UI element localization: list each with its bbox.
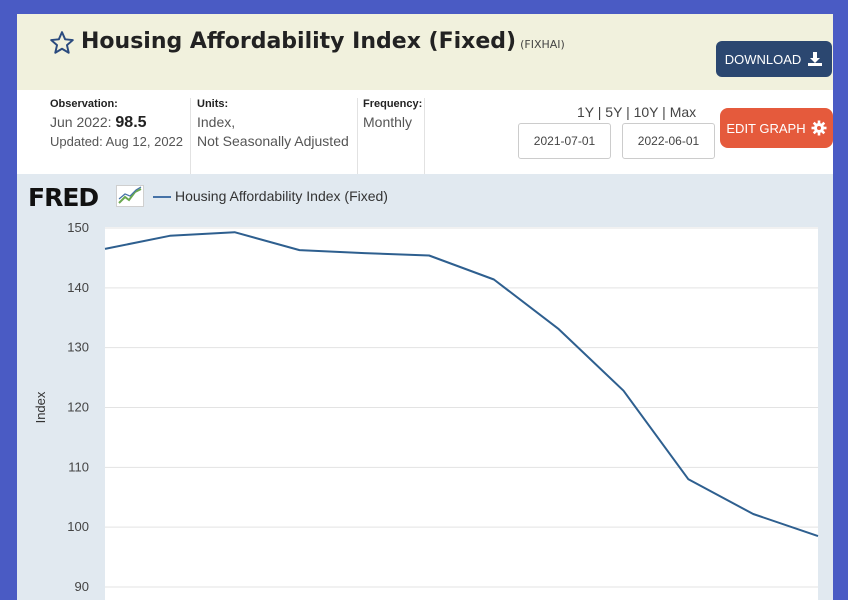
legend-swatch <box>153 196 171 198</box>
y-tick-label: 100 <box>67 519 89 534</box>
data-point[interactable] <box>555 325 563 333</box>
y-tick-label: 90 <box>75 579 89 594</box>
range-max[interactable]: Max <box>669 104 697 120</box>
units-line2: Not Seasonally Adjusted <box>197 133 349 149</box>
edit-graph-button[interactable]: EDIT GRAPH <box>720 108 833 148</box>
data-point[interactable] <box>814 532 822 540</box>
units-line1: Index, <box>197 114 236 130</box>
data-point[interactable] <box>166 232 174 240</box>
series-title: Housing Affordability Index (Fixed) <box>81 29 517 54</box>
range-selector: 1Y | 5Y | 10Y | Max <box>577 104 696 120</box>
gridlines <box>105 227 818 588</box>
y-tick-label: 140 <box>67 280 89 295</box>
plot-background <box>105 227 818 600</box>
series-group <box>101 228 822 540</box>
page-title: Housing Affordability Index (Fixed) (FIXH… <box>81 29 565 54</box>
edit-graph-label: EDIT GRAPH <box>726 120 806 136</box>
gear-icon <box>811 120 827 136</box>
frequency-label: Frequency: <box>363 98 423 110</box>
observation-value-row: Jun 2022: 98.5 <box>50 113 190 132</box>
units-block: Units: Index, Not Seasonally Adjusted <box>197 98 357 174</box>
frequency-block: Frequency: Monthly <box>363 98 423 174</box>
line-chart: Index 150 140 130 120 110 100 90 <box>33 220 822 600</box>
range-10y[interactable]: 10Y <box>633 104 659 120</box>
end-date-input[interactable]: 2022-06-01 <box>622 123 715 159</box>
y-axis-label: Index <box>33 391 48 423</box>
fred-chart-logo-icon <box>116 185 144 207</box>
series-line[interactable] <box>104 231 819 538</box>
meta-divider <box>424 98 425 174</box>
range-separator: | <box>626 104 630 120</box>
y-tick-label: 120 <box>67 400 89 415</box>
chart-area: FRED Housing Affordability Index (Fixed)… <box>17 174 833 600</box>
series-id: (FIXHAI) <box>520 38 565 51</box>
fred-logo: FRED <box>28 183 99 212</box>
data-point[interactable] <box>296 246 304 254</box>
data-point[interactable] <box>360 249 368 257</box>
y-tick-label: 150 <box>67 220 89 235</box>
download-button[interactable]: DOWNLOAD <box>716 41 832 77</box>
legend-label: Housing Affordability Index (Fixed) <box>175 188 388 204</box>
data-point[interactable] <box>490 276 498 284</box>
observation-value: 98.5 <box>115 114 147 131</box>
frequency-value: Monthly <box>363 114 413 130</box>
observation-label: Observation: <box>50 98 118 110</box>
y-tick-label: 130 <box>67 340 89 355</box>
range-separator: | <box>597 104 602 120</box>
data-point[interactable] <box>684 475 692 483</box>
range-5y[interactable]: 5Y <box>605 104 623 120</box>
observation-block: Observation: Jun 2022: 98.5 Updated: Aug… <box>50 98 190 174</box>
data-point[interactable] <box>749 510 757 518</box>
data-point[interactable] <box>101 245 109 253</box>
download-icon <box>808 52 823 66</box>
meta-divider <box>190 98 191 174</box>
meta-divider <box>357 98 358 174</box>
data-point[interactable] <box>620 387 628 395</box>
units-label: Units: <box>197 98 229 110</box>
fred-series-panel: Housing Affordability Index (Fixed) (FIXH… <box>17 14 833 600</box>
y-tick-labels: 150 140 130 120 110 100 90 <box>67 220 89 594</box>
updated-date: Updated: Aug 12, 2022 <box>50 134 184 149</box>
range-separator: | <box>662 104 666 120</box>
start-date-input[interactable]: 2021-07-01 <box>518 123 611 159</box>
observation-date: Jun 2022: <box>50 114 112 130</box>
y-tick-label: 110 <box>68 459 89 474</box>
series-header: Housing Affordability Index (Fixed) (FIXH… <box>17 14 833 90</box>
range-1y[interactable]: 1Y <box>577 104 594 120</box>
data-point[interactable] <box>425 252 433 260</box>
download-label: DOWNLOAD <box>724 51 802 67</box>
data-point[interactable] <box>231 228 239 236</box>
star-icon[interactable] <box>49 30 75 56</box>
